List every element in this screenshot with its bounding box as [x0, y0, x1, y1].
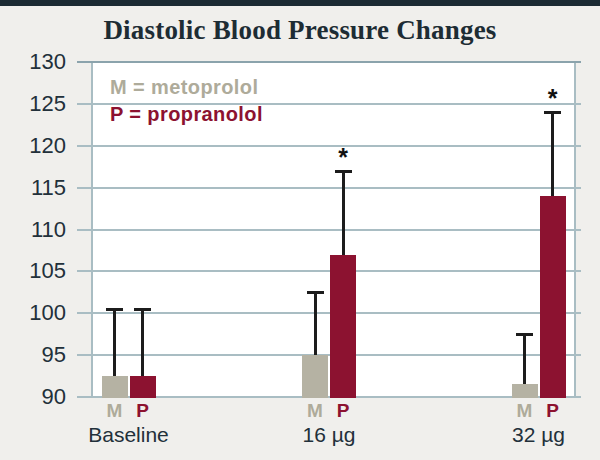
y-axis-label-95: 95 [8, 341, 66, 369]
bar-series-label-propranolol: P [130, 400, 156, 422]
bar-metoprolol [512, 384, 538, 398]
error-bar-line-propranolol [342, 171, 345, 255]
bar-propranolol [540, 196, 566, 398]
bar-series-label-metoprolol: M [302, 400, 328, 422]
bar-series-label-metoprolol: M [512, 400, 538, 422]
y-axis-label-130: 130 [8, 48, 66, 76]
figure: Diastolic Blood Pressure Changes M = met… [0, 0, 600, 460]
y-axis-label-110: 110 [8, 216, 66, 244]
grid-line-95 [77, 354, 581, 356]
error-bar-cap-propranolol [134, 308, 151, 311]
x-axis-group-label: 32 µg [469, 423, 600, 447]
bar-propranolol [330, 255, 356, 398]
bar-series-label-metoprolol: M [102, 400, 128, 422]
bar-series-label-propranolol: P [540, 400, 566, 422]
error-bar-cap-metoprolol [307, 291, 324, 294]
error-bar-line-metoprolol [523, 334, 526, 384]
y-axis-label-100: 100 [8, 299, 66, 327]
error-bar-cap-metoprolol [516, 333, 533, 336]
y-axis-label-105: 105 [8, 257, 66, 285]
legend-entry-metoprolol: M = metoprolol [110, 74, 263, 101]
x-axis-group-label: 16 µg [259, 423, 399, 447]
y-axis-label-90: 90 [8, 383, 66, 411]
grid-line-120 [77, 145, 581, 147]
x-axis-group-label: Baseline [59, 423, 199, 447]
y-axis-label-115: 115 [8, 174, 66, 202]
significance-asterisk: * [542, 85, 564, 111]
grid-line-115 [77, 187, 581, 189]
chart-area: M = metoprolol P = propranolol 90 95 100 10… [0, 0, 600, 460]
bar-series-label-propranolol: P [330, 400, 356, 422]
grid-line-105 [77, 270, 581, 272]
legend: M = metoprolol P = propranolol [110, 74, 263, 128]
y-axis-label-120: 120 [8, 132, 66, 160]
error-bar-line-propranolol [551, 112, 554, 196]
grid-line-130 [77, 61, 581, 63]
bar-propranolol [130, 376, 156, 398]
error-bar-line-metoprolol [113, 309, 116, 376]
legend-entry-propranolol: P = propranolol [110, 101, 263, 128]
error-bar-line-metoprolol [314, 292, 317, 355]
error-bar-cap-metoprolol [106, 308, 123, 311]
bar-metoprolol [302, 355, 328, 398]
y-axis-label-125: 125 [8, 90, 66, 118]
grid-line-110 [77, 229, 581, 231]
error-bar-line-propranolol [141, 309, 144, 376]
significance-asterisk: * [332, 144, 354, 170]
grid-line-100 [77, 312, 581, 314]
bar-metoprolol [102, 376, 128, 398]
